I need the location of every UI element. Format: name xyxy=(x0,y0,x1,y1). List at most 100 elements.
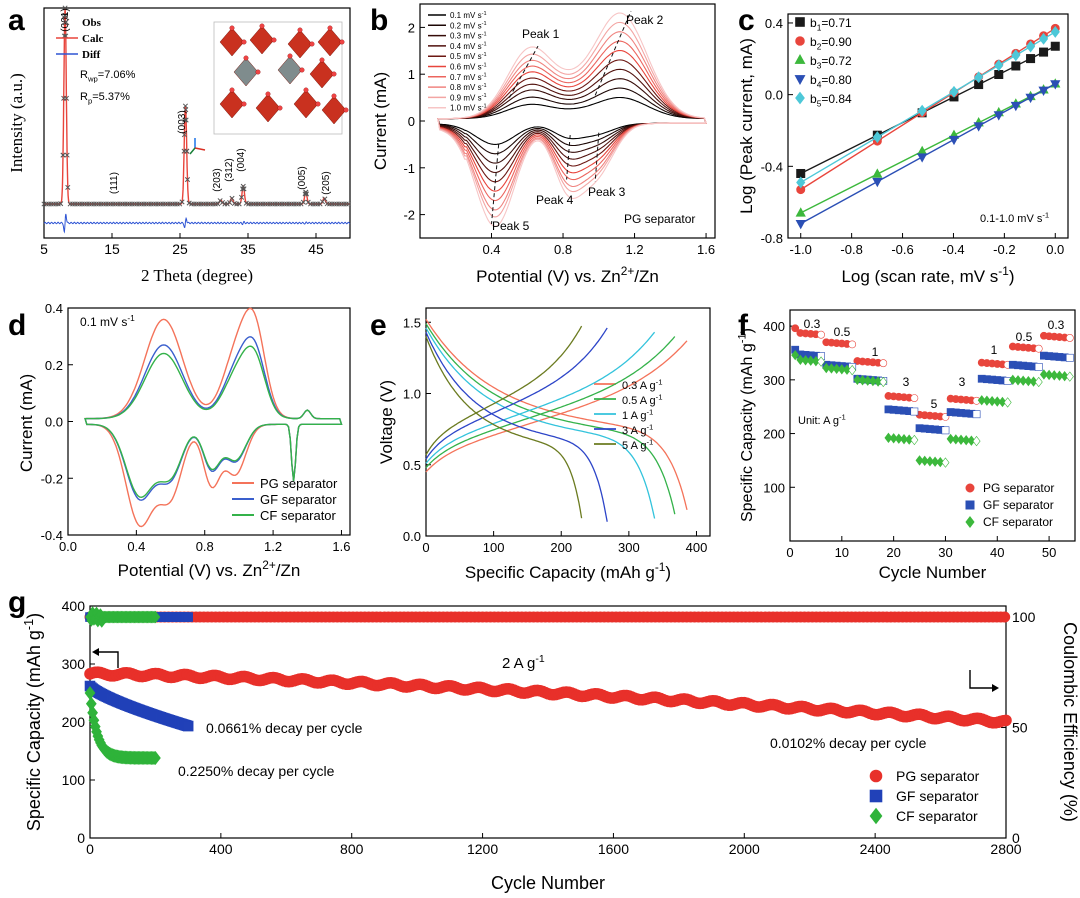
x-marker-stroke xyxy=(183,107,189,113)
bvalue-point xyxy=(795,220,806,230)
xrd-obs-point xyxy=(236,201,242,207)
xrd-legend-obs-marker xyxy=(62,18,70,26)
xrd-diff-line xyxy=(43,213,351,234)
cycling-x-axis-title: Cycle Number xyxy=(491,873,605,893)
peak-5-label: Peak 5 xyxy=(492,219,530,233)
panel-b: 0.4 0.8 1.2 1.6 -2 -1 0 1 2 Potential (V) vs. Zn2… xyxy=(371,3,716,286)
cycling-legend-label: CF separator xyxy=(896,808,978,824)
panel-label-f: f xyxy=(738,309,749,342)
bvalue-point xyxy=(796,176,806,189)
bvalue-point xyxy=(1011,61,1021,71)
bvalue-legend-marker xyxy=(795,36,805,46)
bvalue-point xyxy=(1038,86,1049,96)
ce-point xyxy=(999,611,1011,623)
rate-step-label: 3 xyxy=(959,375,966,389)
gcd-y-axis-title: Voltage (V) xyxy=(377,380,396,464)
gcd-discharge-curve xyxy=(425,327,656,519)
pg-separator-note: PG separator xyxy=(624,212,695,226)
x-tick-label: 0.8 xyxy=(196,539,214,554)
x-tick-label: 0.0 xyxy=(1046,242,1064,257)
xrd-peak-label: (205) xyxy=(321,171,332,194)
x-tick-label: 2400 xyxy=(860,841,891,857)
oxygen-atom xyxy=(331,93,337,99)
rate-point xyxy=(837,364,846,375)
rate-y-axis-title: Specific Capacity (mAh g-1) xyxy=(737,328,756,522)
left-arrowhead xyxy=(92,648,99,656)
rate-point xyxy=(884,432,893,444)
xrd-obs-point xyxy=(183,107,189,113)
x-tick-label: 200 xyxy=(550,540,572,555)
bvalue-point xyxy=(917,104,927,117)
rate-point xyxy=(1065,334,1074,342)
rate-point xyxy=(910,434,919,446)
rate-point xyxy=(1060,371,1069,382)
panel-label-g: g xyxy=(8,586,26,619)
rate-point xyxy=(1034,344,1043,353)
rate-point xyxy=(791,349,800,361)
x-tick-label: 1.6 xyxy=(697,242,715,257)
x-marker-stroke xyxy=(186,200,192,206)
xrd-peak-label: (203) xyxy=(212,168,223,191)
x-tick-label: 0.0 xyxy=(59,539,77,554)
xrd-obs-point xyxy=(181,132,187,138)
rate-point xyxy=(941,457,950,468)
xrd-obs-point xyxy=(241,186,247,192)
octahedron xyxy=(219,27,245,57)
rate-point xyxy=(817,356,826,367)
cycling-legend-marker xyxy=(869,789,883,803)
rate-point xyxy=(967,435,976,446)
rate-point xyxy=(801,355,810,366)
rate-point xyxy=(817,330,825,339)
rate-step-label: 1 xyxy=(872,345,879,359)
panel-f: 0 10 20 30 40 50 100 200 300 400 Cycle Number Speci… xyxy=(737,309,1076,582)
bvalue-point xyxy=(994,59,1004,72)
y-tick-label: -2 xyxy=(403,208,415,223)
rate-point xyxy=(951,434,960,445)
x-tick-label: 2000 xyxy=(729,841,760,857)
oxygen-atom xyxy=(241,39,247,45)
y-tick-label: 400 xyxy=(763,319,785,334)
rate-point xyxy=(1039,369,1048,380)
x-tick-label: 45 xyxy=(308,241,324,257)
x-marker-stroke xyxy=(241,186,247,192)
cf-decay-label: 0.2250% decay per cycle xyxy=(178,763,335,779)
rate-point xyxy=(993,396,1002,407)
x-marker-stroke xyxy=(300,199,306,205)
rate-point xyxy=(925,456,934,467)
cycling-legend-marker xyxy=(869,769,883,783)
octahedron xyxy=(255,93,281,123)
cv-legend-label: 0.8 mV s-1 xyxy=(450,83,487,92)
rate-point xyxy=(1045,369,1054,381)
xrd-obs-point xyxy=(62,5,68,11)
panel-label-c: c xyxy=(738,4,755,37)
rate-point xyxy=(796,354,805,366)
gcd-charge-curve xyxy=(425,336,676,469)
gf-decay-label: 0.0661% decay per cycle xyxy=(206,720,363,736)
y-tick-label: 0 xyxy=(77,830,85,846)
x-marker-stroke xyxy=(62,5,68,11)
xrd-peak-label: (312) xyxy=(224,158,235,181)
rate-point xyxy=(936,456,945,468)
octahedron xyxy=(287,29,313,59)
right-arrowhead xyxy=(992,684,999,692)
bvalue-point xyxy=(795,207,806,217)
xrd-peak-label: (003) xyxy=(177,110,188,133)
bvalue-y-axis-title: Log (Peak current, mA) xyxy=(737,38,756,214)
rate-legend-label: GF separator xyxy=(983,498,1054,512)
rate-point xyxy=(879,376,888,388)
bvalue-x-axis-title: Log (scan rate, mV s-1) xyxy=(841,264,1014,286)
rate-point xyxy=(822,362,831,374)
bvalue-point xyxy=(973,122,984,132)
x-marker-stroke xyxy=(303,189,309,195)
panel-label-e: e xyxy=(370,309,387,342)
xrd-obs-point xyxy=(58,201,64,207)
cv-legend-label: 0.9 mV s-1 xyxy=(450,93,487,102)
oxygen-atom xyxy=(287,53,293,59)
gcd-charge-curve xyxy=(425,325,583,456)
cv-legend-label: 0.4 mV s-1 xyxy=(450,42,487,51)
xrd-obs-point xyxy=(346,201,352,207)
gcd-legend-label: 5 A g-1 xyxy=(622,438,653,452)
y-tick-label: 1.0 xyxy=(403,387,421,402)
x-marker-stroke xyxy=(231,200,237,207)
